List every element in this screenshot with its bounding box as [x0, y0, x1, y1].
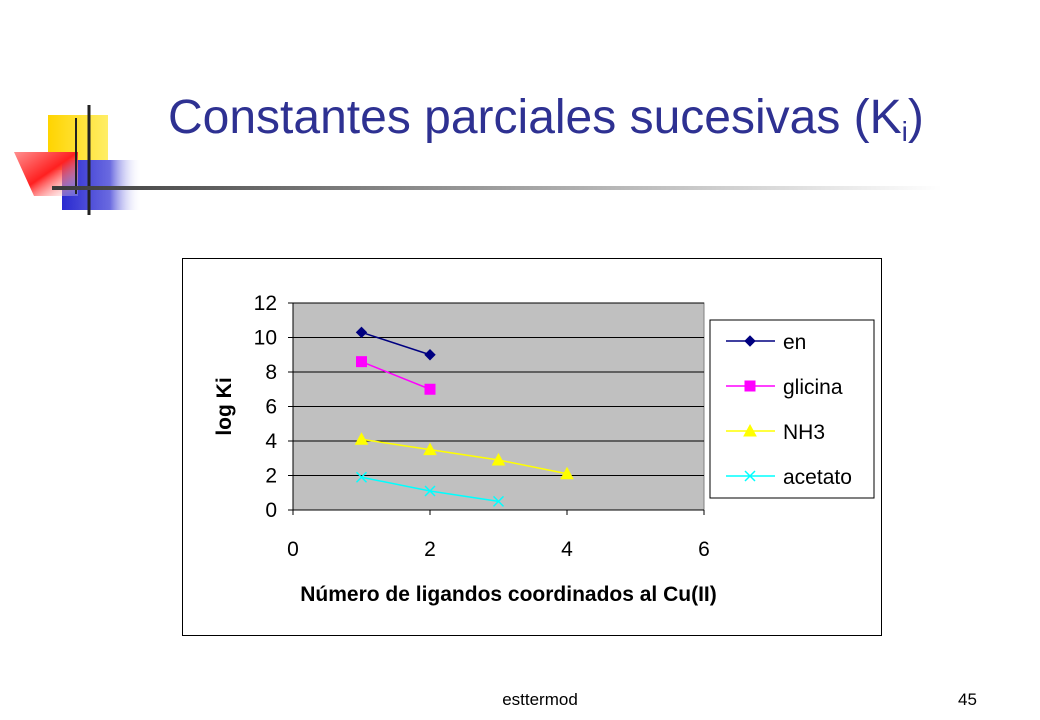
y-axis-label: log Ki	[213, 377, 236, 435]
legend-marker-en	[744, 335, 756, 347]
legend-label-nh3: NH3	[783, 421, 825, 444]
series-line-glicina	[361, 360, 431, 390]
data-point-acetato	[492, 495, 505, 507]
data-point-glicina	[356, 356, 367, 368]
slide-title-close: )	[907, 91, 924, 144]
y-tick-label: 4	[265, 430, 277, 453]
legend-marker-nh3	[743, 423, 757, 437]
y-tick-label: 8	[265, 361, 277, 384]
legend-marker-glicina	[744, 380, 756, 392]
page-number: 45	[958, 690, 977, 709]
y-tick-label: 2	[265, 465, 277, 488]
data-point-en	[424, 349, 436, 361]
footer-text: esttermod	[502, 690, 578, 709]
data-point-nh3	[354, 432, 369, 445]
x-tick-label: 6	[698, 538, 710, 561]
data-point-acetato	[424, 485, 436, 497]
x-axis-label: Número de ligandos coordinados al Cu(II)	[300, 583, 717, 606]
x-tick-label: 4	[561, 538, 573, 561]
chart-frame: 0 2 4 6 8 10 12 0 2 4 6 Número de ligandos coordina…	[182, 258, 882, 636]
x-tick-label: 0	[287, 538, 299, 561]
y-tick-label: 12	[254, 292, 277, 315]
legend-box	[709, 319, 875, 499]
data-point-nh3	[491, 452, 506, 466]
legend-marker-acetato	[744, 470, 756, 482]
y-tick-label: 0	[265, 499, 277, 522]
y-tick-label: 6	[265, 396, 277, 419]
slide-title: Constantes parciales sucesivas (Ki)	[168, 91, 924, 148]
data-point-acetato	[355, 471, 368, 483]
title-underline	[52, 186, 942, 190]
y-tick-label: 10	[254, 327, 277, 350]
slide-logo-decoration	[14, 105, 142, 215]
legend-label-en: en	[783, 331, 806, 354]
legend-label-glicina: glicina	[783, 376, 843, 399]
series-line-nh3	[361, 438, 568, 475]
x-tick-label: 2	[424, 538, 436, 561]
slide-title-subscript: i	[901, 116, 908, 147]
data-point-nh3	[560, 466, 574, 480]
slide-title-text: Constantes parciales sucesivas (K	[168, 91, 902, 144]
data-point-glicina	[424, 383, 436, 395]
data-point-nh3	[423, 442, 437, 456]
legend-label-acetato: acetato	[783, 466, 852, 489]
data-point-en	[355, 326, 368, 339]
series-line-en	[361, 331, 431, 356]
line-chart: 0 2 4 6 8 10 12 0 2 4 6 Número de ligandos coordina…	[213, 292, 875, 606]
